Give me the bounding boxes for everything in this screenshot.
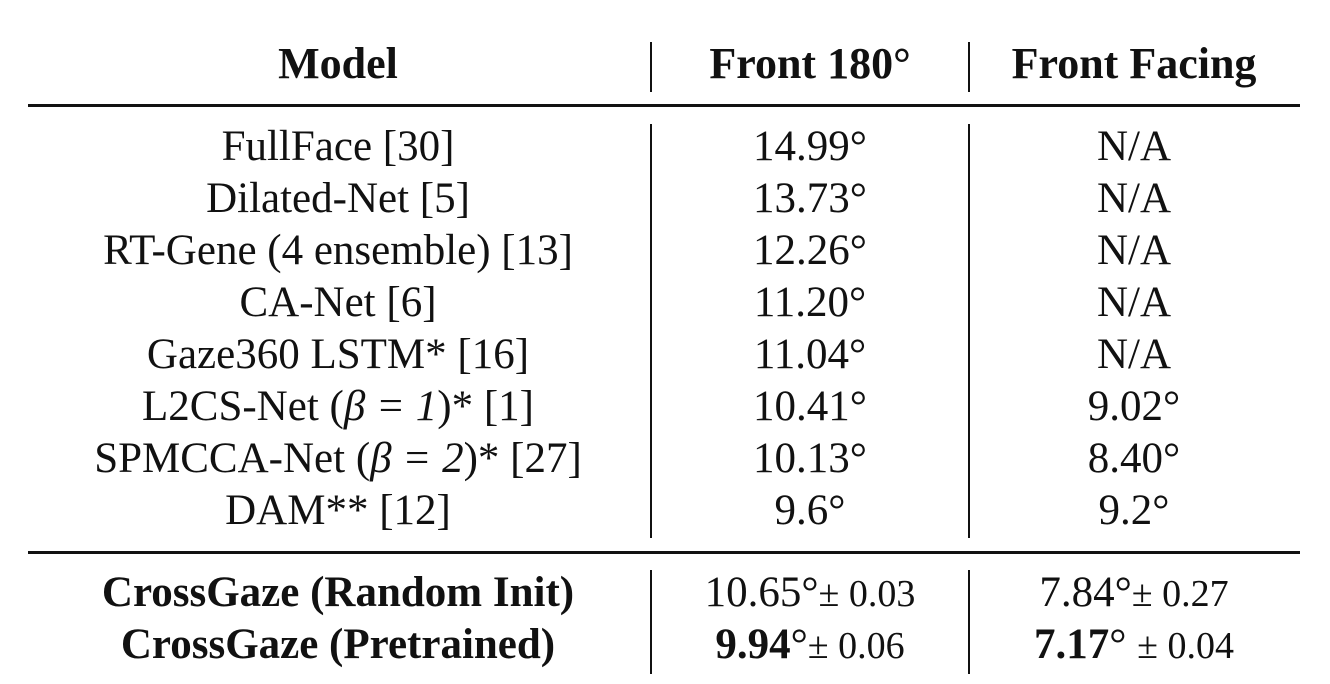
ours-model: CrossGaze (Pretrained) xyxy=(120,621,556,668)
row-model: CA-Net [6] xyxy=(239,279,437,326)
ours-front-180: 9.94°± 0.06 xyxy=(652,619,968,671)
column-divider xyxy=(968,42,970,92)
row-front-180: 12.26° xyxy=(753,227,867,274)
row-front-facing: N/A xyxy=(1096,227,1172,274)
ours-front-facing: 7.17° ± 0.04 xyxy=(970,619,1298,671)
row-model: Dilated-Net [5] xyxy=(206,175,470,222)
column-divider xyxy=(650,124,652,538)
model-citation: )* [1] xyxy=(437,383,534,430)
row-front-facing: N/A xyxy=(1096,331,1172,378)
beta-expression: β = 1 xyxy=(343,383,438,430)
section-rule xyxy=(28,551,1300,554)
row-front-facing: N/A xyxy=(1096,279,1172,326)
model-name: L2CS-Net ( xyxy=(142,383,344,430)
column-divider xyxy=(968,124,970,538)
header-rule xyxy=(28,104,1300,107)
value: 10.65° xyxy=(704,569,819,616)
best-value: 9.94 xyxy=(715,621,791,668)
row-front-180: 11.20° xyxy=(753,279,867,326)
degree-sign: ° xyxy=(1109,621,1127,668)
std: ± 0.06 xyxy=(807,625,905,667)
value: 7.84° xyxy=(1039,569,1132,616)
row-model: Gaze360 LSTM* [16] xyxy=(146,331,530,378)
column-divider xyxy=(650,570,652,674)
beta-expression: β = 2 xyxy=(370,435,464,482)
row-front-180: 11.04° xyxy=(753,331,867,378)
row-front-180: 13.73° xyxy=(753,175,867,222)
std: ± 0.27 xyxy=(1131,573,1229,615)
row-front-180: 10.13° xyxy=(753,435,867,482)
row-front-facing: 9.2° xyxy=(1098,487,1170,534)
row-model: L2CS-Net (β = 1)* [1] xyxy=(28,381,648,433)
std: ± 0.04 xyxy=(1137,625,1235,667)
header-front-facing: Front Facing xyxy=(1011,39,1257,88)
row-front-facing: N/A xyxy=(1096,175,1172,222)
row-front-180: 14.99° xyxy=(753,123,867,170)
row-model: DAM** [12] xyxy=(225,487,451,534)
ours-front-facing: 7.84°± 0.27 xyxy=(970,567,1298,619)
model-citation: )* [27] xyxy=(463,435,582,482)
row-model: SPMCCA-Net (β = 2)* [27] xyxy=(28,433,648,485)
column-divider xyxy=(650,42,652,92)
column-divider xyxy=(968,570,970,674)
header-model: Model xyxy=(278,39,398,88)
row-front-facing: N/A xyxy=(1096,123,1172,170)
row-model: RT-Gene (4 ensemble) [13] xyxy=(103,227,573,274)
degree-sign: ° xyxy=(790,621,808,668)
std: ± 0.03 xyxy=(818,573,916,615)
row-front-180: 9.6° xyxy=(774,487,846,534)
ours-model: CrossGaze (Random Init) xyxy=(101,569,575,616)
header-front-180: Front 180° xyxy=(709,39,911,88)
row-front-180: 10.41° xyxy=(753,383,867,430)
model-name: SPMCCA-Net ( xyxy=(94,435,371,482)
best-value: 7.17 xyxy=(1033,621,1110,668)
ours-front-180: 10.65°± 0.03 xyxy=(652,567,968,619)
row-front-facing: 8.40° xyxy=(1087,435,1181,482)
row-model: FullFace [30] xyxy=(221,123,455,170)
row-front-facing: 9.02° xyxy=(1087,383,1181,430)
